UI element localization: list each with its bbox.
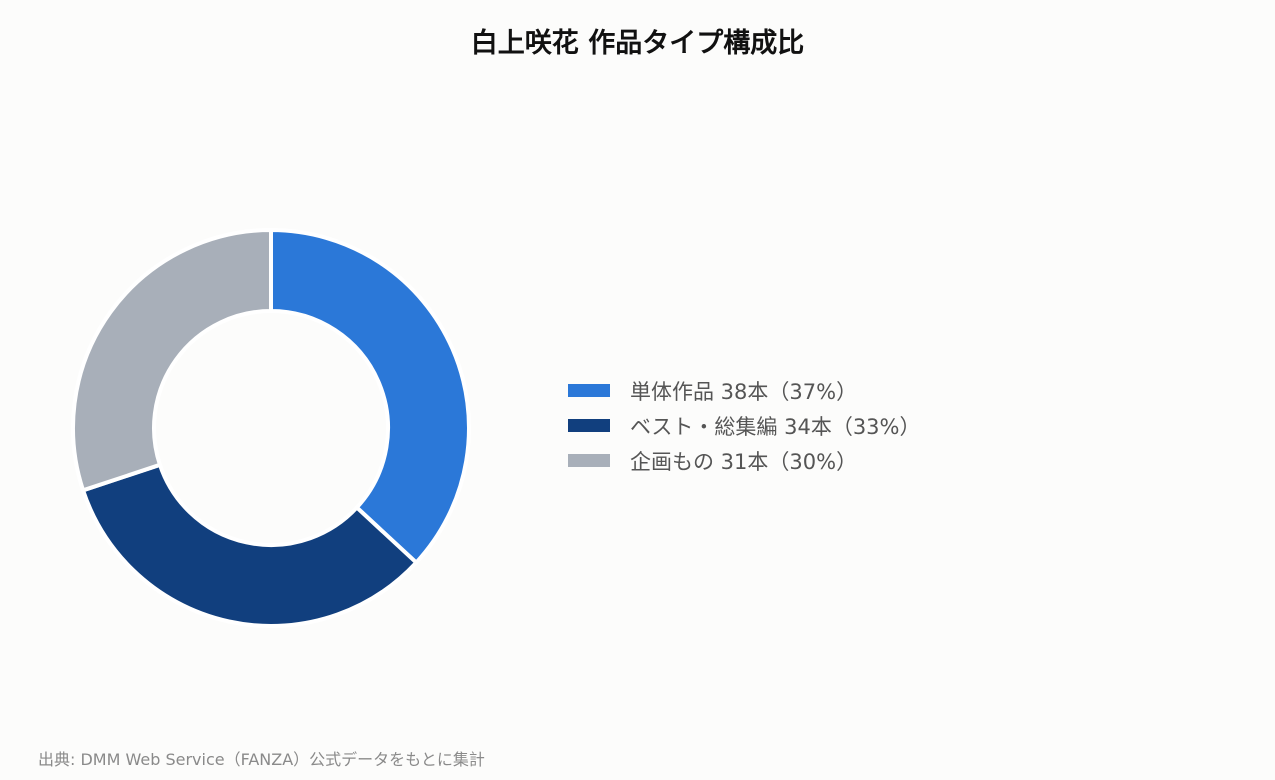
- source-note: 出典: DMM Web Service（FANZA）公式データをもとに集計: [38, 750, 485, 769]
- legend-item-best-compilation: ベスト・総集編 34本（33%）: [568, 408, 921, 443]
- chart-legend: 単体作品 38本（37%） ベスト・総集編 34本（33%） 企画もの 31本（…: [568, 373, 921, 478]
- legend-label: 企画もの 31本（30%）: [630, 449, 858, 474]
- legend-label: ベスト・総集編 34本（33%）: [630, 414, 921, 439]
- slice-best-compilation: [81, 462, 419, 628]
- legend-swatch: [568, 419, 610, 432]
- legend-item-single-works: 単体作品 38本（37%）: [568, 373, 921, 408]
- legend-label: 単体作品 38本（37%）: [630, 379, 858, 404]
- legend-swatch: [568, 454, 610, 467]
- slice-single-works: [269, 228, 471, 565]
- slice-planning: [71, 228, 273, 493]
- legend-swatch: [568, 384, 610, 397]
- legend-item-planning: 企画もの 31本（30%）: [568, 443, 921, 478]
- chart-title: 白上咲花 作品タイプ構成比: [470, 28, 805, 59]
- donut-slices: [71, 228, 471, 628]
